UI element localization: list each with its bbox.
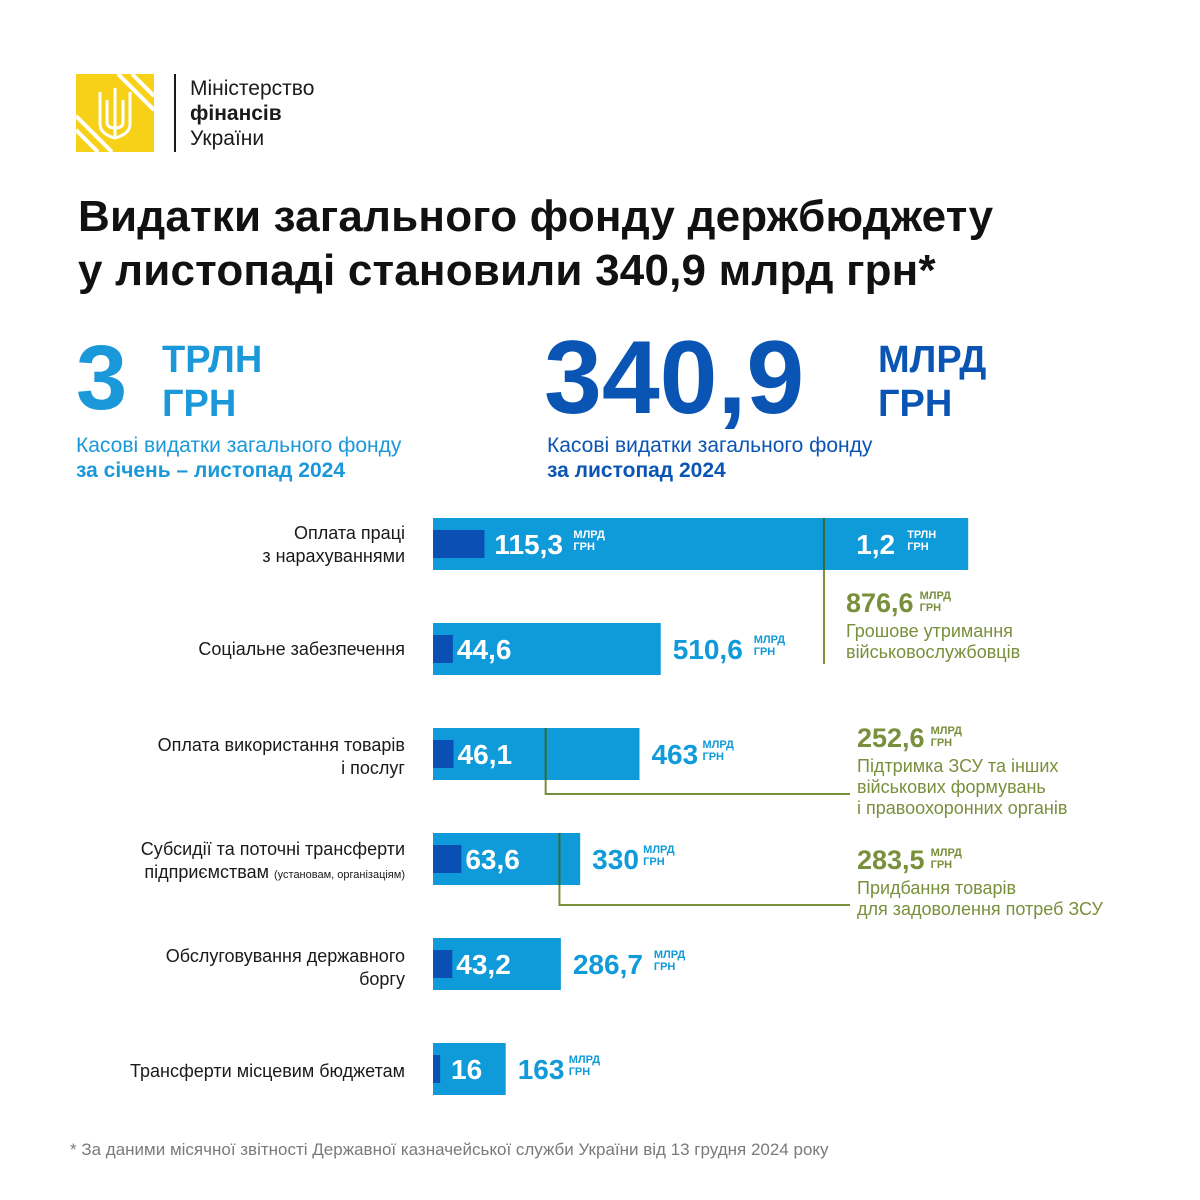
annual-desc-line2: за січень – листопад 2024 (76, 459, 346, 482)
annual-bar (433, 728, 640, 780)
category-label-text: підприємствам (144, 862, 269, 882)
breakdown-unit-line: МЛРД (930, 847, 962, 859)
breakdown-desc-line: і правоохоронних органів (857, 798, 1068, 818)
november-bar (433, 950, 453, 978)
category-label-note: (установам, організаціям) (273, 869, 405, 881)
breakdown-value: 252,6 (857, 723, 925, 753)
annual-unit-label: ГРН (907, 541, 929, 553)
breakdown-unit-line: МЛРД (919, 590, 951, 602)
november-total-number: 340,9 (544, 320, 805, 436)
category-label-goods-services: Оплата використання товарів і послуг (158, 734, 405, 780)
logo-text-line3: України (190, 127, 265, 150)
annual-unit-line2: ГРН (162, 383, 237, 425)
category-label-line: Трансферти місцевим бюджетам (130, 1061, 405, 1081)
category-label-line: Обслуговування державного (165, 946, 405, 966)
breakdown-military-goods: 283,5 МЛРД ГРН Придбання товарів для задо… (857, 845, 1103, 920)
breakdown-military-support: 252,6 МЛРД ГРН Підтримка ЗСУ та інших вій… (857, 723, 1067, 819)
logo-text-line1: Міністерство (190, 77, 315, 100)
logo-text-line2: фінансів (190, 102, 282, 125)
category-label-salary: Оплата праці з нарахуваннями (262, 522, 405, 568)
november-value-label: 16 (451, 1054, 482, 1085)
breakdown-desc-line: військовослужбовців (846, 642, 1021, 662)
november-value-label: 44,6 (457, 634, 512, 665)
annual-value-label: 286,7 (573, 949, 643, 980)
annual-bar (433, 623, 661, 675)
annual-unit-label: МЛРД (654, 949, 686, 961)
november-value-label: 115,3 (494, 529, 563, 560)
category-label-line: Субсидії та поточні трансферти (140, 839, 405, 859)
annual-desc-line1: Касові видатки загального фонду (76, 434, 402, 457)
november-bar (433, 1055, 441, 1083)
annual-total-unit: ТРЛН ГРН (162, 338, 262, 426)
category-label-line: Соціальне забезпечення (198, 639, 405, 659)
annual-unit-label: ГРН (643, 856, 665, 868)
november-bar (433, 635, 453, 663)
annual-total-description: Касові видатки загального фонду за січен… (76, 433, 401, 483)
november-desc-line1: Касові видатки загального фонду (547, 434, 873, 457)
page-title-line2: у листопаді становили 340,9 млрд грн* (78, 246, 936, 295)
breakdown-desc-line: Придбання товарів (857, 878, 1017, 898)
breakdown-desc-line: Грошове утримання (846, 621, 1013, 641)
category-label-local-budgets: Трансферти місцевим бюджетам (130, 1060, 405, 1083)
breakdown-connector (544, 780, 850, 795)
breakdown-unit-line: ГРН (919, 602, 942, 614)
november-bar (433, 740, 454, 768)
november-value-label: 46,1 (458, 739, 513, 770)
annual-unit-label: ГРН (702, 751, 724, 763)
footnote: * За даними місячної звітності Державної… (70, 1140, 829, 1159)
breakdown-unit-line: ГРН (930, 737, 953, 749)
annual-unit-label: ГРН (654, 961, 676, 973)
category-label-line: боргу (359, 969, 405, 989)
november-unit-label: ГРН (573, 541, 595, 553)
annual-value-label: 330 (592, 844, 639, 875)
annual-unit-label: МЛРД (702, 739, 734, 751)
november-bar (433, 845, 462, 873)
november-bar (433, 530, 485, 558)
breakdown-desc-line: для задоволення потреб ЗСУ (857, 899, 1103, 919)
annual-bar (433, 938, 561, 990)
breakdown-connector (558, 885, 850, 906)
november-desc-line2: за листопад 2024 (547, 459, 726, 482)
annual-unit-label: ГРН (754, 646, 776, 658)
annual-total-number: 3 (76, 327, 128, 429)
page-title-line1: Видатки загального фонду держбюджету (78, 192, 994, 241)
annual-value-label: 463 (651, 739, 698, 770)
breakdown-military-pay: 876,6 МЛРД ГРН Грошове утримання військов… (846, 588, 1020, 663)
annual-value-label: 510,6 (673, 634, 743, 665)
november-unit-line2: ГРН (878, 383, 953, 425)
annual-value-label: 1,2 (856, 529, 895, 560)
category-label-line: підприємствам (установам, організаціям) (141, 861, 405, 887)
annual-value-label: 163 (518, 1054, 565, 1085)
november-unit-line1: МЛРД (878, 339, 987, 381)
category-label-debt-service: Обслуговування державного боргу (166, 945, 405, 991)
november-value-label: 43,2 (456, 949, 511, 980)
annual-unit-label: МЛРД (754, 634, 786, 646)
annual-unit-label: МЛРД (569, 1054, 601, 1066)
annual-unit-label: ГРН (569, 1066, 591, 1078)
breakdown-desc-line: Підтримка ЗСУ та інших (857, 756, 1059, 776)
ministry-logo-emblem (76, 74, 154, 152)
breakdown-unit-line: МЛРД (930, 725, 962, 737)
logo-divider (174, 74, 176, 152)
breakdown-value: 876,6 (846, 588, 914, 618)
category-label-social: Соціальне забезпечення (198, 638, 405, 661)
category-label-line: Оплата використання товарів (157, 735, 405, 755)
annual-unit-label: ТРЛН (907, 529, 936, 541)
breakdown-desc-line: військових формувань (857, 777, 1046, 797)
category-label-line: і послуг (341, 758, 405, 778)
category-label-line: Оплата праці (294, 523, 405, 543)
category-label-subsidies: Субсидії та поточні трансферти підприємс… (141, 838, 405, 887)
november-total-unit: МЛРД ГРН (878, 338, 986, 426)
breakdown-unit-line: ГРН (930, 859, 953, 871)
annual-unit-line1: ТРЛН (162, 339, 263, 381)
november-value-label: 63,6 (465, 844, 520, 875)
annual-bar (433, 518, 969, 570)
annual-bar (433, 1043, 506, 1095)
november-total-description: Касові видатки загального фонду за листо… (547, 433, 872, 483)
annual-unit-label: МЛРД (643, 844, 675, 856)
breakdown-value: 283,5 (857, 845, 925, 875)
category-label-line: з нарахуваннями (262, 546, 405, 566)
november-unit-label: МЛРД (573, 529, 605, 541)
